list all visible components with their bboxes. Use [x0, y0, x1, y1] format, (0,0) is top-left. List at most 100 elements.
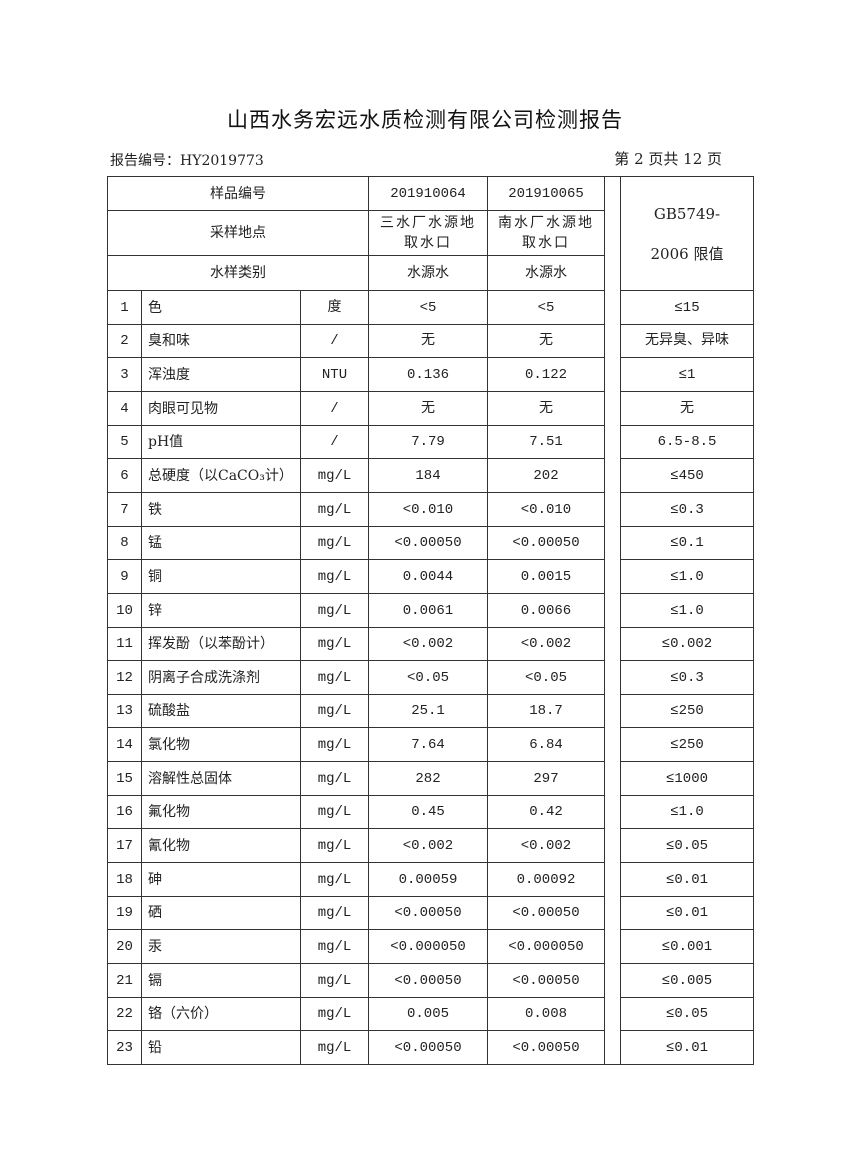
location-2: 南水厂水源地取水口	[487, 210, 605, 256]
row-item: 汞	[141, 929, 301, 964]
row-item: 铅	[141, 1030, 301, 1065]
row-limit-text: 无	[680, 400, 694, 417]
row-value-2-text: <0.000050	[508, 938, 584, 955]
row-unit-text: mg/L	[317, 568, 352, 585]
row-unit: mg/L	[300, 492, 369, 527]
row-item: 色	[141, 290, 301, 325]
row-value-1: 0.00059	[368, 862, 488, 897]
row-value-2: 202	[487, 458, 605, 493]
row-value-2: 无	[487, 391, 605, 426]
row-value-2: <0.00050	[487, 1030, 605, 1065]
row-value-2: 0.008	[487, 997, 605, 1031]
row-limit-text: ≤0.01	[665, 905, 708, 921]
row-unit-text: mg/L	[317, 837, 352, 854]
row-item-text: 镉	[148, 972, 162, 989]
row-number: 6	[107, 458, 142, 493]
row-limit-text: ≤250	[670, 736, 704, 753]
row-value-2: 6.84	[487, 727, 605, 762]
row-number-text: 18	[116, 871, 133, 888]
row-value-2-text: <0.00050	[512, 905, 580, 921]
row-number: 13	[107, 694, 142, 728]
location-1: 三水厂水源地取水口	[368, 210, 488, 256]
row-value-1-text: 0.45	[411, 804, 445, 820]
row-item-text: 臭和味	[148, 333, 190, 349]
row-unit-text: mg/L	[317, 804, 352, 820]
row-number: 17	[107, 828, 142, 863]
row-number-text: 4	[120, 400, 129, 417]
row-item-text: 硫酸盐	[148, 703, 190, 719]
row-item-text: 肉眼可见物	[148, 400, 218, 417]
row-limit: ≤0.005	[620, 963, 754, 998]
row-item-text: 锰	[148, 535, 162, 551]
row-limit-text: ≤0.1	[670, 535, 704, 551]
sample-no-label: 样品编号	[107, 176, 369, 211]
row-limit: ≤250	[620, 694, 754, 728]
row-value-2-text: 7.51	[529, 434, 563, 450]
sample-no-2-text: 201910065	[508, 185, 584, 202]
row-value-1: 无	[368, 324, 488, 358]
row-item-text: pH值	[148, 434, 184, 450]
row-value-2-text: 0.0066	[520, 602, 572, 619]
row-unit: mg/L	[300, 627, 369, 661]
row-value-1-text: <0.002	[402, 636, 454, 652]
row-unit: mg/L	[300, 593, 369, 628]
row-limit-text: ≤1.0	[670, 602, 704, 619]
row-unit: /	[300, 425, 369, 459]
water-type-label: 水样类别	[107, 255, 369, 291]
row-value-1: 无	[368, 391, 488, 426]
row-value-2: 297	[487, 761, 605, 796]
row-value-2-text: 0.122	[524, 366, 567, 383]
row-limit-text: ≤0.001	[661, 938, 713, 955]
row-value-1: <0.00050	[368, 963, 488, 998]
sample-no-label-text: 样品编号	[210, 185, 266, 202]
row-limit-text: ≤0.01	[665, 1039, 708, 1056]
row-value-2-text: <0.05	[524, 669, 567, 686]
row-unit: mg/L	[300, 660, 369, 695]
row-item-text: 锌	[148, 602, 162, 619]
row-number-text: 6	[120, 467, 129, 484]
row-number: 14	[107, 727, 142, 762]
row-value-2: <5	[487, 290, 605, 325]
row-limit: 无	[620, 391, 754, 426]
row-value-1-text: <0.010	[402, 501, 454, 518]
row-number: 2	[107, 324, 142, 358]
row-value-1-text: 0.005	[406, 1006, 449, 1022]
row-limit: ≤0.01	[620, 862, 754, 897]
row-value-2-text: 202	[533, 467, 559, 484]
row-value-2-text: 0.0015	[520, 568, 572, 585]
row-item: 肉眼可见物	[141, 391, 301, 426]
row-unit: mg/L	[300, 963, 369, 998]
row-value-2: <0.000050	[487, 929, 605, 964]
row-unit-text: mg/L	[317, 871, 352, 888]
row-limit-text: 无异臭、异味	[645, 333, 729, 349]
sample-no-2: 201910065	[487, 176, 605, 211]
column-gap	[604, 176, 621, 1065]
row-limit-text: ≤0.01	[665, 871, 708, 888]
row-unit: mg/L	[300, 526, 369, 560]
row-limit-text: ≤1.0	[670, 804, 704, 820]
row-unit: mg/L	[300, 862, 369, 897]
row-limit-text: ≤0.005	[661, 972, 713, 989]
row-limit-text: ≤0.002	[661, 636, 713, 652]
row-limit-text: ≤1.0	[670, 568, 704, 585]
row-number: 22	[107, 997, 142, 1031]
row-number-text: 2	[120, 333, 129, 349]
row-value-1: <0.00050	[368, 1030, 488, 1065]
row-unit-text: mg/L	[317, 602, 352, 619]
row-item-text: 阴离子合成洗涤剂	[148, 669, 260, 686]
row-number-text: 11	[116, 636, 133, 652]
row-number: 4	[107, 391, 142, 426]
row-value-2-text: <0.00050	[512, 1039, 580, 1056]
row-number-text: 16	[116, 804, 133, 820]
row-unit: mg/L	[300, 694, 369, 728]
row-number: 5	[107, 425, 142, 459]
row-unit-text: mg/L	[317, 703, 352, 719]
row-item-text: 挥发酚（以苯酚计）	[148, 636, 274, 652]
row-value-2: <0.00050	[487, 526, 605, 560]
row-item-text: 铜	[148, 568, 162, 585]
row-number-text: 14	[116, 736, 133, 753]
row-unit: 度	[300, 290, 369, 325]
row-limit: ≤1.0	[620, 795, 754, 829]
row-value-2: <0.002	[487, 828, 605, 863]
row-item: 锌	[141, 593, 301, 628]
